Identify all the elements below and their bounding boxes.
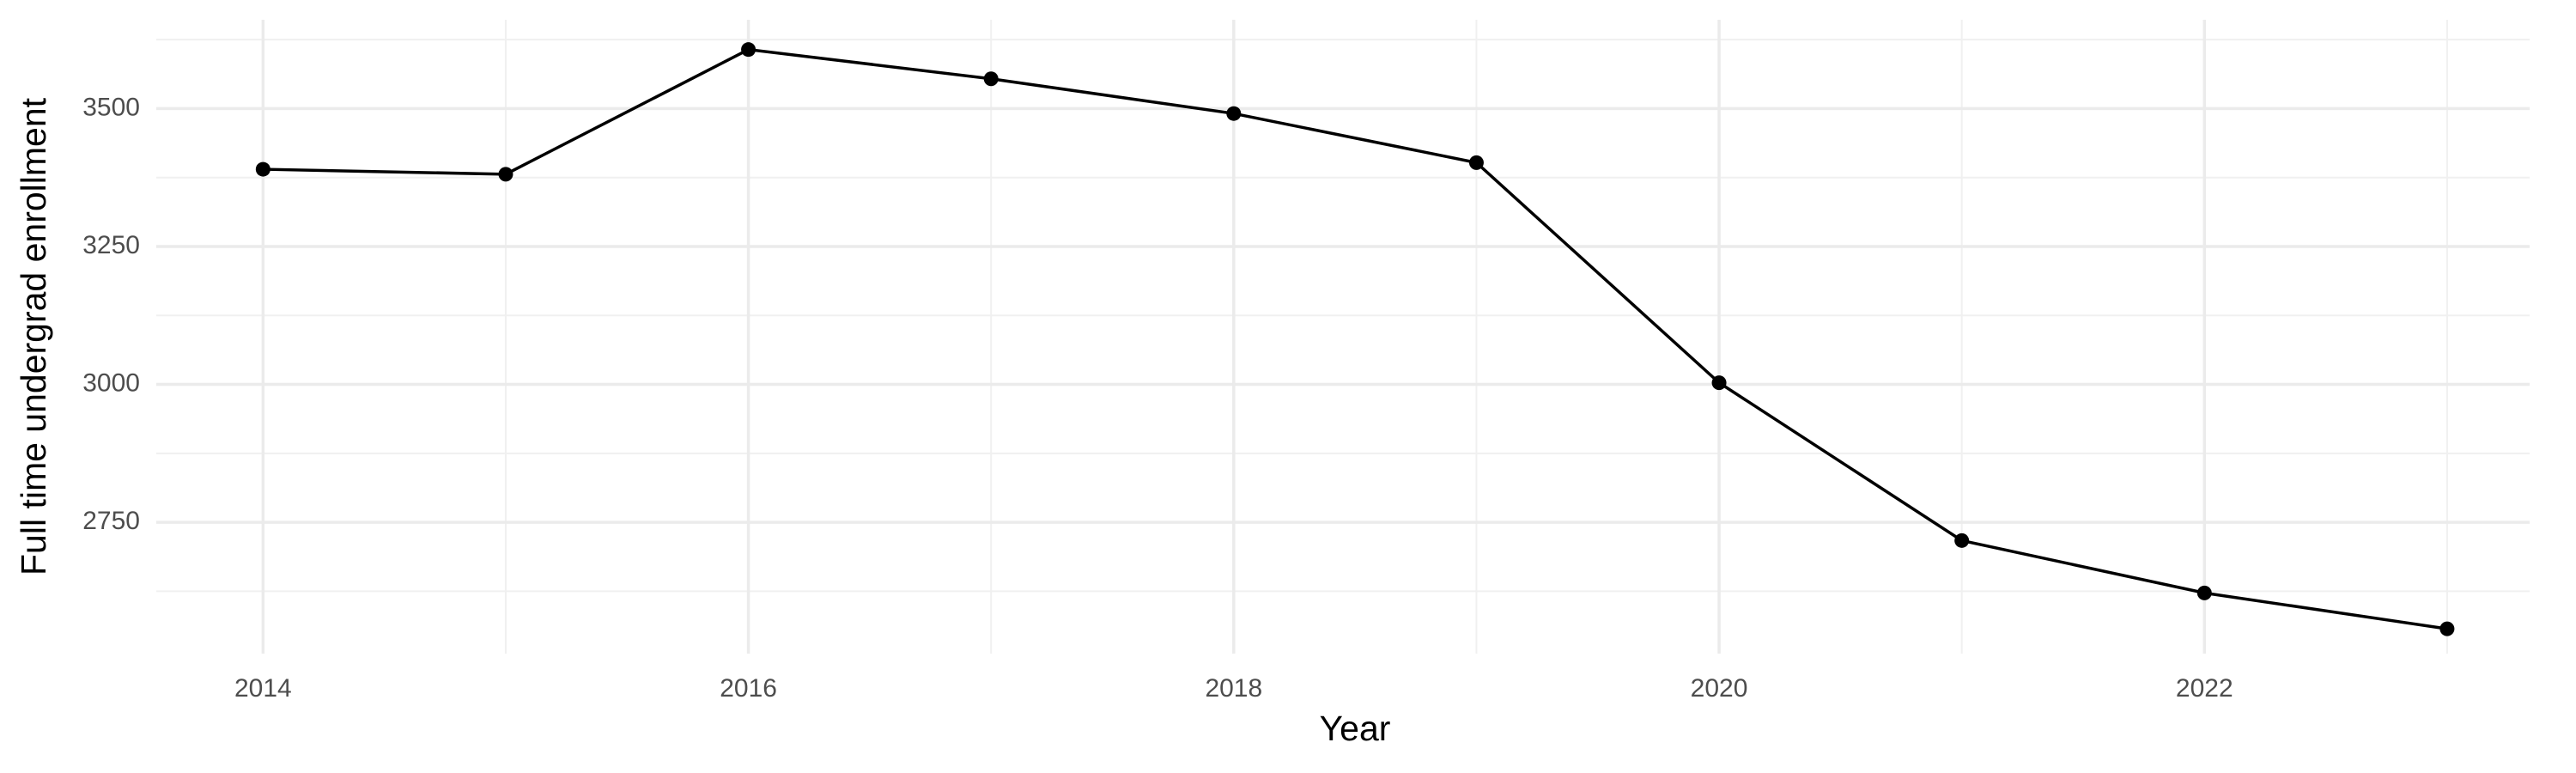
x-tick-label: 2022 <box>2176 674 2233 703</box>
point <box>741 42 756 58</box>
point <box>2439 621 2455 636</box>
line <box>263 47 2448 630</box>
point <box>498 167 513 182</box>
y-tick-label: 3250 <box>82 231 140 259</box>
point <box>1954 533 1970 548</box>
point <box>2196 585 2212 600</box>
x-tick-label: 2018 <box>1205 674 1262 703</box>
x-tick-label: 2014 <box>234 674 292 703</box>
point <box>1711 375 1727 391</box>
y-tick-label: 3500 <box>82 93 140 121</box>
y-axis-title: Full time undergrad enrollment <box>14 97 53 575</box>
x-tick-label: 2020 <box>1691 674 1748 703</box>
point <box>983 71 999 87</box>
y-tick-label: 2750 <box>82 507 140 535</box>
x-tick-label: 2016 <box>720 674 777 703</box>
point <box>255 161 270 177</box>
point <box>1468 155 1484 170</box>
x-axis-title: Year <box>1320 709 1391 748</box>
point <box>1226 106 1242 121</box>
y-tick-label: 3000 <box>82 368 140 397</box>
